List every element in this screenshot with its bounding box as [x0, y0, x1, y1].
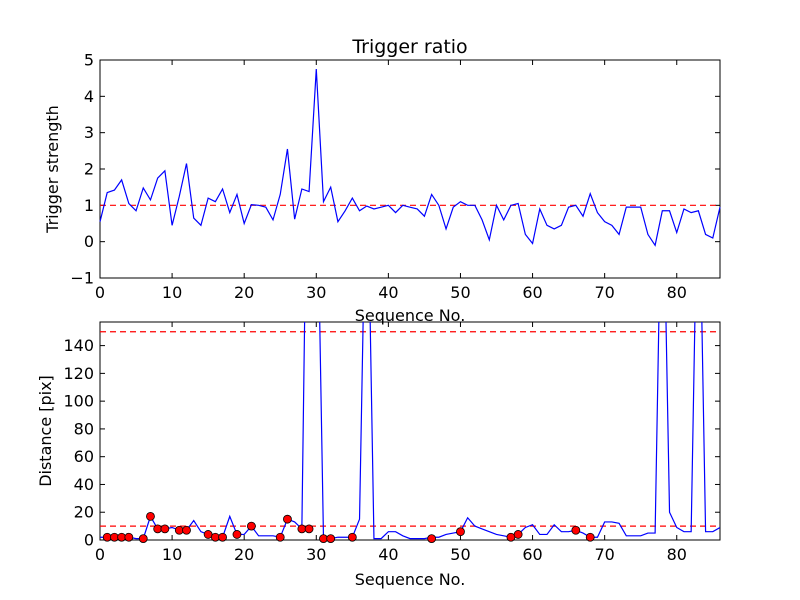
- top-x-tick-label: 40: [378, 283, 398, 302]
- bottom-marker-point: [283, 514, 292, 524]
- bottom-y-tick-label: 80: [74, 419, 94, 438]
- bottom-marker-point: [456, 527, 465, 537]
- bottom-marker-point: [297, 524, 307, 534]
- top-chart-title: Trigger ratio: [351, 36, 467, 58]
- bottom-marker-point: [218, 532, 227, 542]
- bottom-y-ticks: 0 20 40 60 80 100 120 140: [63, 336, 720, 550]
- top-x-tick-label: 0: [95, 283, 105, 302]
- top-y-axis-label: Trigger strength: [43, 105, 62, 234]
- bottom-marker-point: [513, 530, 523, 539]
- bottom-marker-point: [102, 532, 112, 542]
- bottom-y-axis-label: Distance [pix]: [36, 375, 55, 487]
- bottom-marker-point: [203, 530, 213, 539]
- bottom-y-tick-label: 60: [74, 447, 94, 466]
- top-y-tick-label: 1: [84, 196, 94, 215]
- bottom-panel: 0 20 40 60 80 100 120 140 0 10 20 30 40 50 60 70 80 Seq…: [36, 321, 721, 589]
- bottom-marker-point: [138, 534, 148, 544]
- bottom-x-tick-label: 20: [234, 545, 254, 564]
- bottom-x-tick-label: 30: [306, 545, 326, 564]
- top-x-axis-label: Sequence No.: [355, 306, 466, 325]
- top-x-tick-label: 70: [594, 283, 614, 302]
- top-x-tick-label: 80: [667, 283, 687, 302]
- bottom-x-tick-label: 0: [95, 545, 105, 564]
- bottom-marker-point: [427, 534, 437, 544]
- bottom-x-tick-label: 70: [594, 545, 614, 564]
- top-series-line: [99, 69, 721, 247]
- bottom-marker-point: [585, 532, 595, 542]
- bottom-marker-point: [571, 525, 581, 535]
- top-x-tick-label: 20: [234, 283, 254, 302]
- bottom-marker-point: [174, 525, 184, 535]
- bottom-marker-point: [275, 532, 285, 542]
- bottom-x-tick-label: 80: [667, 545, 687, 564]
- top-y-tick-label: 2: [84, 160, 94, 179]
- bottom-y-tick-label: 0: [84, 531, 94, 550]
- bottom-threshold-lines: [100, 331, 720, 527]
- bottom-marker-point: [246, 521, 256, 531]
- bottom-x-ticks: 0 10 20 30 40 50 60 70 80: [95, 322, 687, 564]
- bottom-marker-point: [319, 534, 328, 544]
- bottom-y-tick-label: 20: [74, 503, 94, 522]
- bottom-x-tick-label: 40: [378, 545, 398, 564]
- top-y-tick-label: 3: [84, 123, 94, 142]
- top-x-tick-label: 60: [522, 283, 542, 302]
- top-y-tick-label: 5: [84, 51, 94, 70]
- top-x-tick-label: 30: [306, 283, 326, 302]
- bottom-x-tick-label: 10: [162, 545, 182, 564]
- bottom-markers: [102, 511, 595, 544]
- bottom-marker-point: [506, 532, 516, 542]
- top-y-tick-label: −1: [70, 269, 94, 288]
- bottom-marker-point: [146, 511, 155, 521]
- top-y-tick-label: 4: [84, 87, 94, 106]
- bottom-marker-point: [124, 532, 134, 542]
- bottom-marker-point: [210, 532, 220, 542]
- bottom-marker-point: [117, 532, 127, 542]
- bottom-marker-point: [347, 532, 357, 542]
- bottom-x-tick-label: 50: [450, 545, 470, 564]
- top-y-tick-label: 0: [84, 232, 94, 251]
- bottom-marker-point: [153, 524, 163, 534]
- bottom-plot-frame: [99, 321, 721, 541]
- bottom-x-tick-label: 60: [522, 545, 542, 564]
- bottom-y-tick-label: 40: [74, 475, 94, 494]
- bottom-series-line: [100, 322, 720, 540]
- top-x-ticks: 0 10 20 30 40 50 60 70 80: [95, 60, 687, 302]
- bottom-marker-point: [160, 524, 170, 534]
- top-x-tick-label: 10: [162, 283, 182, 302]
- bottom-marker-point: [326, 534, 336, 544]
- bottom-y-tick-label: 100: [63, 392, 94, 411]
- bottom-x-axis-label: Sequence No.: [355, 570, 466, 589]
- bottom-marker-point: [232, 530, 242, 539]
- bottom-marker-point: [182, 525, 191, 535]
- bottom-marker-point: [110, 532, 119, 542]
- bottom-y-tick-label: 140: [63, 336, 94, 355]
- bottom-marker-point: [304, 524, 314, 534]
- top-x-tick-label: 50: [450, 283, 470, 302]
- bottom-y-tick-label: 120: [63, 364, 94, 383]
